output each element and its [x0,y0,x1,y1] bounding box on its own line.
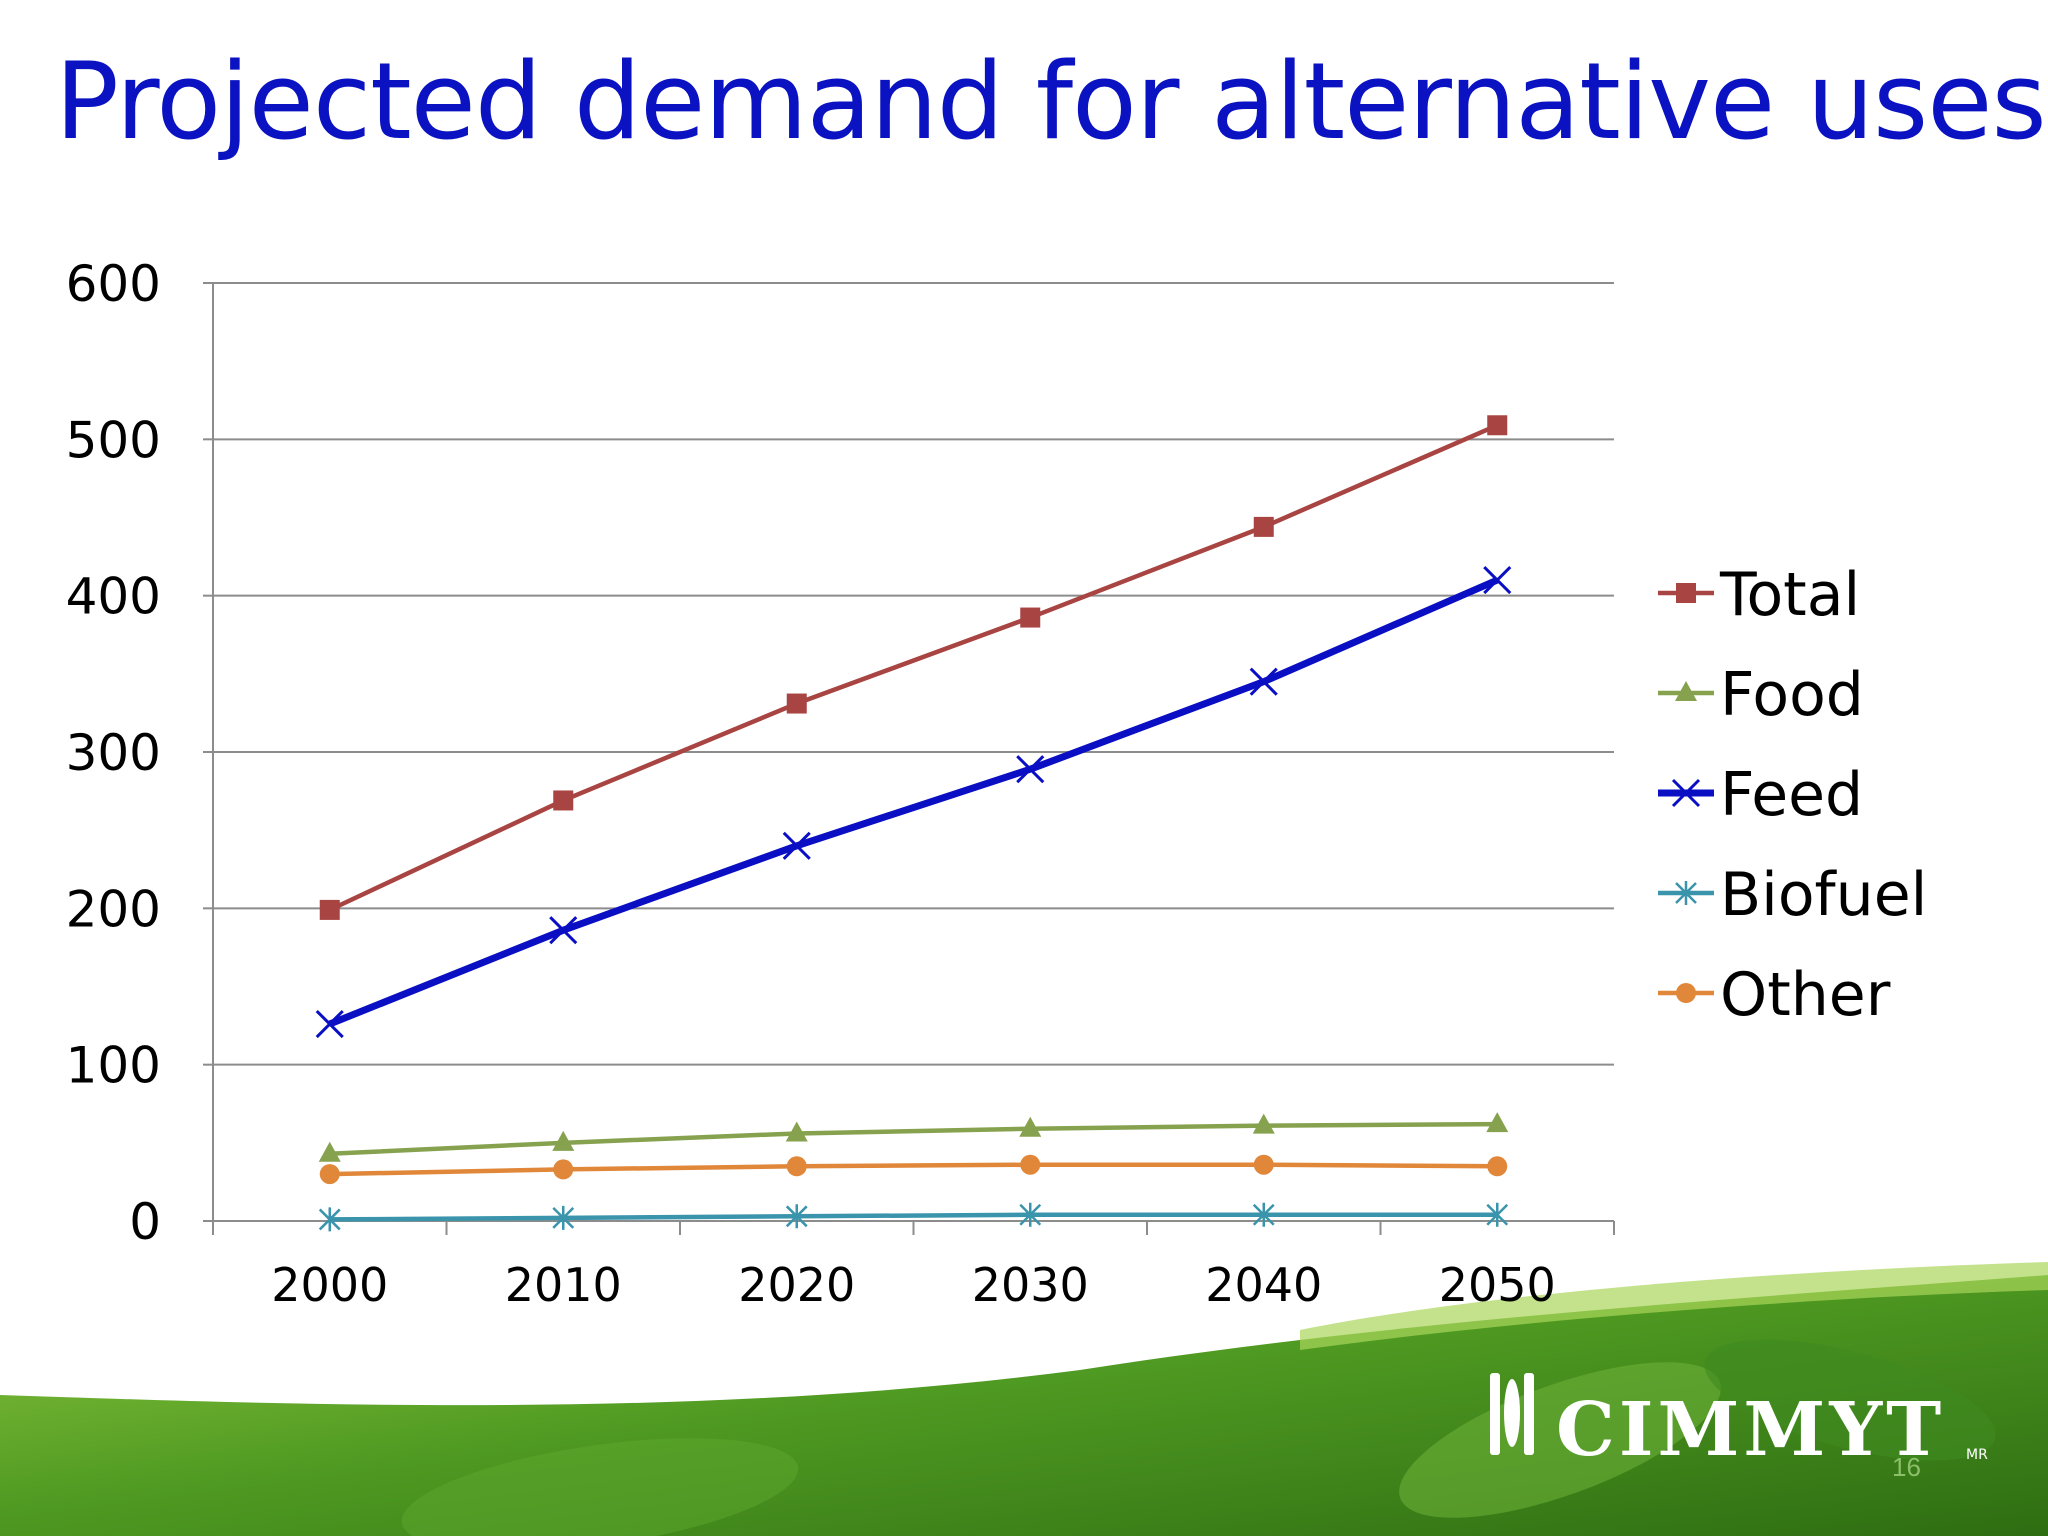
page-number: 16 [1892,1452,1921,1482]
legend-marker-other [1676,983,1696,1003]
y-tick-label-0: 0 [129,1193,161,1251]
legend-marker-food [1675,681,1697,701]
data-point-biofuel-2040 [1252,1202,1275,1227]
x-tick-label-2000: 2000 [271,1258,388,1312]
data-point-other-2050 [1487,1156,1508,1177]
data-point-biofuel-2050 [1486,1202,1509,1227]
series-line-biofuel [329,1212,1498,1222]
data-point-other-2040 [1253,1154,1274,1175]
leaf-shape-3 [401,1438,799,1536]
data-point-total-2050 [1487,415,1508,436]
y-tick-label-200: 200 [66,880,161,938]
legend-label-food: Food [1720,660,1864,730]
x-tick-label-2050: 2050 [1439,1258,1556,1312]
data-point-food-2000 [318,1141,341,1162]
x-tick-label-2010: 2010 [505,1258,622,1312]
series-line-feed [328,576,1499,1028]
data-point-biofuel-2010 [552,1205,575,1230]
leaf-shape-2 [1704,1339,1996,1461]
data-point-feed-2020 [782,831,811,860]
data-point-food-2040 [1252,1113,1275,1134]
legend-marker-biofuel [1675,881,1697,905]
data-point-other-2020 [786,1156,807,1177]
x-tick-label-2040: 2040 [1205,1258,1322,1312]
data-point-total-2030 [1020,607,1041,628]
leaf-highlight [1300,1262,2048,1350]
data-point-total-2010 [553,790,574,811]
y-tick-label-400: 400 [66,568,161,626]
data-point-feed-2050 [1483,565,1512,595]
data-point-other-2000 [319,1164,340,1185]
wheat-icon [1490,1373,1534,1455]
logo-text: CIMMYT [1556,1387,1945,1473]
legend-marker-total [1676,583,1696,603]
data-point-food-2010 [552,1130,575,1151]
legend-marker-feed [1671,778,1701,808]
logo-mark: MR [1966,1447,1988,1463]
data-point-feed-2010 [549,916,578,945]
y-tick-label-600: 600 [66,255,161,313]
data-point-other-2010 [553,1159,574,1180]
series-line-total [328,423,1499,912]
data-point-total-2040 [1253,516,1274,537]
data-point-total-2020 [786,693,807,714]
x-tick-label-2020: 2020 [738,1258,855,1312]
data-point-total-2000 [319,899,340,920]
series-line-other [329,1162,1498,1177]
data-point-feed-2040 [1249,667,1278,696]
data-point-other-2030 [1020,1154,1041,1175]
cimmyt-logo: CIMMYT MR [1490,1373,1988,1473]
slide-title: Projected demand for alternative uses [55,40,2047,163]
y-tick-label-500: 500 [66,411,161,469]
y-tick-label-300: 300 [66,724,161,782]
series-line-food [329,1121,1498,1157]
legend-label-other: Other [1720,960,1891,1030]
data-point-biofuel-2000 [318,1207,341,1232]
data-point-food-2030 [1019,1116,1042,1137]
x-tick-label-2030: 2030 [972,1258,1089,1312]
data-point-feed-2000 [315,1009,344,1039]
y-tick-label-100: 100 [66,1037,161,1095]
data-point-biofuel-2020 [785,1204,808,1229]
data-point-feed-2030 [1016,755,1045,784]
data-point-food-2020 [785,1121,808,1142]
legend-label-biofuel: Biofuel [1720,860,1927,930]
data-point-biofuel-2030 [1019,1202,1042,1227]
legend-label-total: Total [1719,560,1860,630]
legend-label-feed: Feed [1720,760,1863,830]
data-point-food-2050 [1486,1112,1509,1133]
leaf-shape-1 [1399,1362,1721,1518]
